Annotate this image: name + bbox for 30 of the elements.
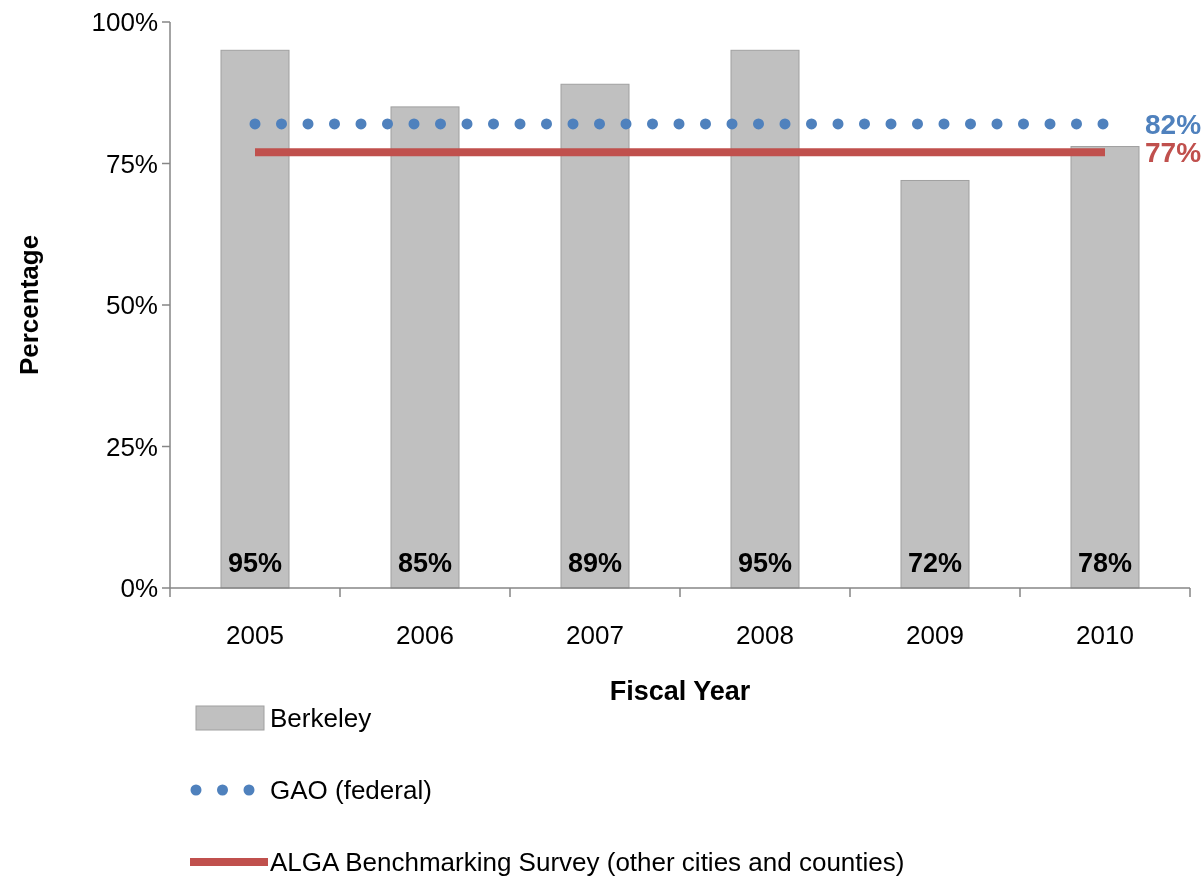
x-tick-label: 2005 [226,620,284,650]
bar [560,83,630,589]
legend-label: Berkeley [270,703,372,733]
data-label: 72% [907,548,963,578]
legend-label: GAO (federal) [270,775,432,805]
y-tick-label: 25% [105,431,158,462]
y-tick-label: 100% [91,7,158,37]
x-tick-label: 2008 [736,620,794,650]
data-label: 89% [567,548,623,578]
x-tick-label: 2006 [396,620,454,650]
data-label: 95% [737,548,793,578]
bar [390,106,460,589]
data-label: 95% [227,548,283,578]
y-tick-label: 0% [120,573,158,603]
legend-label: ALGA Benchmarking Survey (other cities and counties) [270,847,905,877]
x-tick-label: 2009 [906,620,964,650]
bar [900,179,970,589]
y-tick-label: 75% [105,148,158,179]
data-label: 77% [1145,137,1202,169]
data-label: 85% [397,548,453,578]
data-label: 82% [1145,108,1202,140]
bar [730,49,800,589]
x-axis-title: Fiscal Year [609,676,751,706]
bar [220,49,290,589]
bar [1070,146,1140,589]
data-label: 78% [1077,548,1133,578]
y-tick-label: 50% [105,290,158,320]
x-tick-label: 2007 [566,620,624,650]
x-tick-label: 2010 [1076,620,1134,650]
y-axis-title: Percentage [14,234,44,376]
